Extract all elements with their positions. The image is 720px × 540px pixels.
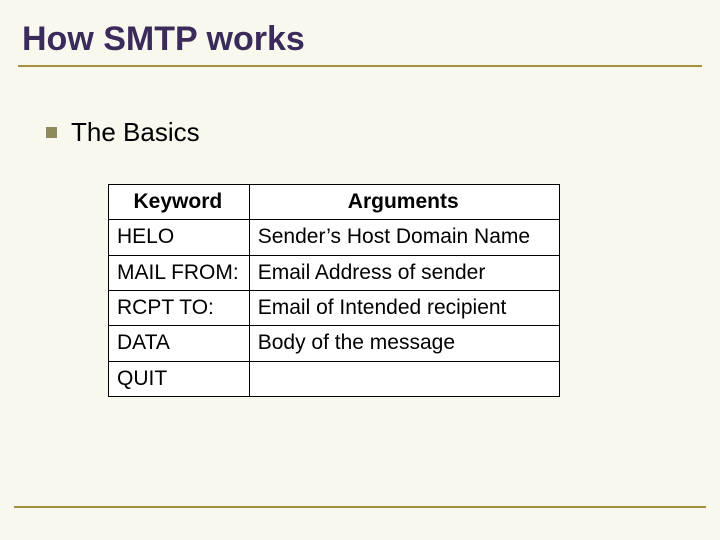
cell-argument: Sender’s Host Domain Name [249,220,559,255]
cell-argument: Body of the message [249,326,559,361]
table-row: MAIL FROM: Email Address of sender [109,255,560,290]
cell-keyword: QUIT [109,361,250,396]
table-header-row: Keyword Arguments [109,185,560,220]
commands-table-wrap: Keyword Arguments HELO Sender’s Host Dom… [108,184,702,397]
commands-table: Keyword Arguments HELO Sender’s Host Dom… [108,184,560,397]
header-arguments: Arguments [249,185,559,220]
header-keyword: Keyword [109,185,250,220]
bottom-accent-line [14,506,706,508]
slide-title: How SMTP works [22,20,702,59]
slide: How SMTP works The Basics Keyword Argume… [0,0,720,540]
cell-keyword: MAIL FROM: [109,255,250,290]
cell-argument: Email of Intended recipient [249,291,559,326]
table-row: RCPT TO: Email of Intended recipient [109,291,560,326]
table-row: HELO Sender’s Host Domain Name [109,220,560,255]
table-row: DATA Body of the message [109,326,560,361]
bullet-item: The Basics [46,117,702,148]
title-underline [18,65,702,67]
bullet-text: The Basics [71,117,200,148]
table-row: QUIT [109,361,560,396]
cell-argument: Email Address of sender [249,255,559,290]
cell-keyword: RCPT TO: [109,291,250,326]
cell-keyword: HELO [109,220,250,255]
cell-keyword: DATA [109,326,250,361]
square-bullet-icon [46,127,57,138]
cell-argument [249,361,559,396]
